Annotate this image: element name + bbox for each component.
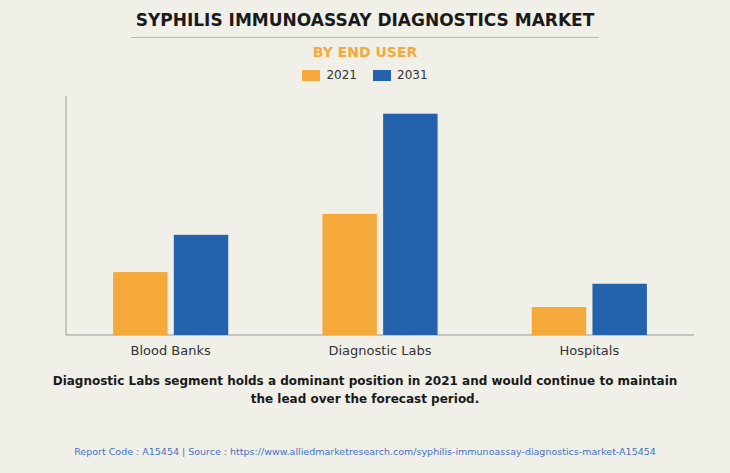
bar bbox=[174, 235, 228, 335]
title-separator bbox=[131, 37, 599, 38]
legend-swatch bbox=[302, 70, 320, 81]
legend: 2021 2031 bbox=[0, 68, 730, 82]
x-tick-label: Blood Banks bbox=[131, 343, 211, 358]
bar bbox=[322, 214, 376, 335]
footer-note: Diagnostic Labs segment holds a dominant… bbox=[0, 372, 730, 408]
bars bbox=[113, 114, 647, 335]
legend-item: 2031 bbox=[373, 68, 428, 82]
bar bbox=[532, 307, 586, 335]
legend-swatch bbox=[373, 70, 391, 81]
source-note: Report Code : A15454 | Source : https://… bbox=[0, 446, 730, 457]
y-axis-line bbox=[66, 96, 67, 335]
legend-item: 2021 bbox=[302, 68, 357, 82]
title: SYPHILIS IMMUNOASSAY DIAGNOSTICS MARKET bbox=[0, 10, 730, 30]
x-tick-label: Hospitals bbox=[559, 343, 619, 358]
bar bbox=[592, 284, 646, 335]
bar bbox=[383, 114, 437, 335]
legend-label: 2031 bbox=[397, 68, 428, 82]
subtitle: BY END USER bbox=[0, 44, 730, 60]
x-tick-label: Diagnostic Labs bbox=[328, 343, 431, 358]
bar bbox=[113, 272, 167, 335]
legend-label: 2021 bbox=[326, 68, 357, 82]
